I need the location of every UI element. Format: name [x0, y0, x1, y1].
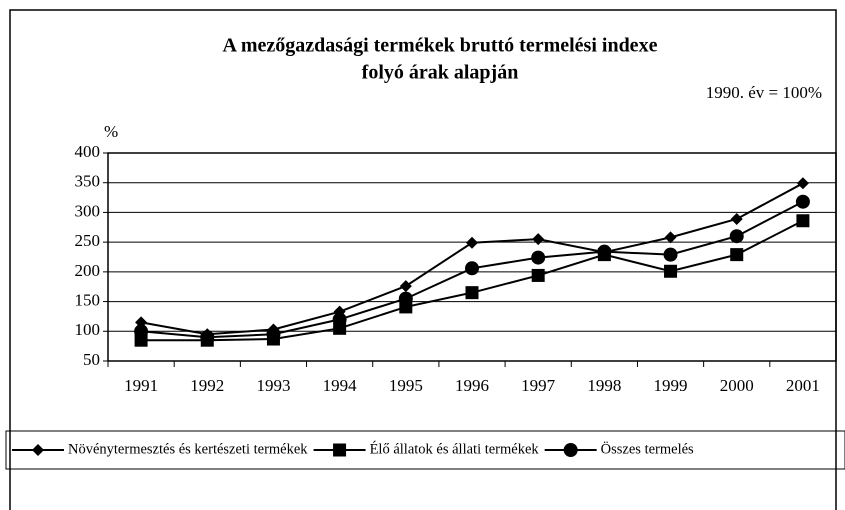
marker: [563, 443, 578, 457]
marker: [664, 231, 677, 244]
legend-box: [5, 430, 845, 470]
chart-title: A mezőgazdasági termékek bruttó termelés…: [223, 35, 658, 57]
marker: [465, 286, 479, 300]
marker: [730, 212, 743, 225]
marker: [729, 229, 744, 244]
marker: [796, 177, 809, 190]
marker: [200, 330, 215, 345]
annotation: 1990. év = 100%: [706, 83, 822, 102]
marker: [332, 312, 347, 327]
marker: [266, 327, 281, 342]
marker: [597, 244, 612, 259]
marker: [32, 444, 44, 456]
marker: [730, 248, 744, 262]
x-tick-label: 1993: [256, 376, 290, 395]
y-tick-label: 200: [75, 261, 101, 280]
x-tick-label: 1995: [389, 376, 423, 395]
marker: [531, 250, 546, 265]
marker: [795, 194, 810, 209]
marker: [398, 291, 413, 306]
y-axis-label: %: [104, 122, 118, 141]
x-tick-label: 1996: [455, 376, 489, 395]
x-tick-label: 1999: [654, 376, 688, 395]
y-tick-label: 350: [75, 172, 101, 191]
y-tick-label: 100: [75, 320, 101, 339]
marker: [134, 324, 149, 339]
marker: [531, 268, 545, 282]
marker: [796, 214, 810, 228]
marker: [465, 261, 479, 276]
marker: [466, 236, 478, 249]
legend-label: Összes termelés: [601, 440, 694, 457]
legend-label: Növénytermesztés és kertészeti termékek: [68, 441, 308, 457]
x-tick-label: 1992: [190, 376, 224, 395]
marker: [663, 247, 678, 262]
y-tick-label: 250: [75, 231, 101, 250]
x-tick-label: 2000: [720, 376, 754, 395]
x-tick-label: 2001: [786, 376, 820, 395]
marker: [399, 280, 412, 293]
x-tick-label: 1998: [587, 376, 621, 395]
y-tick-label: 50: [83, 350, 100, 369]
y-tick-label: 400: [75, 142, 101, 161]
y-tick-label: 150: [75, 290, 101, 309]
marker: [532, 233, 545, 246]
y-tick-label: 300: [75, 201, 101, 220]
marker: [333, 443, 347, 457]
marker: [664, 264, 678, 278]
x-tick-label: 1994: [323, 376, 358, 395]
x-tick-label: 1991: [124, 376, 158, 395]
chart-subtitle: folyó árak alapján: [362, 62, 519, 84]
x-tick-label: 1997: [521, 376, 556, 395]
series-line: [140, 182, 804, 336]
legend-label: Élő állatok és állati termékek: [370, 440, 540, 457]
